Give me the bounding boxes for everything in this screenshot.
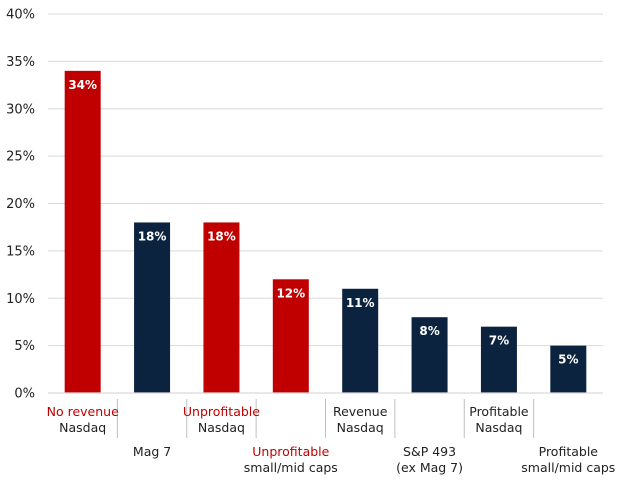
category-label-line: Revenue — [333, 404, 388, 419]
category-label-line: Mag 7 — [133, 444, 171, 459]
bar-value-label: 34% — [68, 78, 97, 92]
bar-value-label: 8% — [419, 324, 439, 338]
gridlines — [48, 13, 603, 347]
category-label: Profitable Nasdaq — [469, 404, 529, 435]
category-label-line: S&P 493 — [403, 444, 456, 459]
bar-value-label: 11% — [346, 296, 375, 310]
category-label: Mag 7 — [133, 444, 171, 459]
category-label-line: Nasdaq — [198, 420, 245, 435]
y-tick-label: 40% — [6, 8, 35, 23]
y-tick-label: 15% — [6, 244, 35, 259]
y-tick-label: 0% — [14, 387, 35, 402]
category-label-line: Profitable — [539, 444, 599, 459]
category-label: Unprofitable small/mid caps — [244, 444, 338, 475]
category-label-line: Nasdaq — [59, 420, 106, 435]
category-label: Profitable small/mid caps — [521, 444, 615, 475]
y-axis: 0% 5% 10% 15% 20% 25% 30% 35% 40% — [6, 8, 35, 402]
bar — [342, 288, 379, 393]
category-label-line: No revenue — [47, 404, 119, 419]
category-label-line: Nasdaq — [475, 420, 522, 435]
category-label-line: (ex Mag 7) — [396, 460, 463, 475]
bar — [134, 222, 171, 393]
category-label-line: Unprofitable — [183, 404, 260, 419]
category-label-line: Profitable — [469, 404, 529, 419]
category-label: No revenue Nasdaq — [47, 404, 119, 435]
bar-value-label: 7% — [489, 334, 509, 348]
category-label-line: Unprofitable — [252, 444, 329, 459]
bar — [480, 326, 517, 393]
bar — [203, 222, 240, 393]
bar — [550, 345, 587, 393]
category-label: Unprofitable Nasdaq — [183, 404, 260, 435]
bar — [411, 317, 448, 393]
category-label-line: Nasdaq — [337, 420, 384, 435]
bar — [64, 70, 101, 393]
category-label-line: small/mid caps — [244, 460, 338, 475]
y-tick-label: 25% — [6, 150, 35, 165]
bar-value-label: 12% — [276, 286, 305, 300]
y-tick-label: 20% — [6, 197, 35, 212]
bars: 34% 18% 18% 12% 11% 8% 7% 5% — [64, 70, 587, 393]
y-tick-label: 30% — [6, 102, 35, 117]
bar — [272, 279, 309, 393]
y-tick-label: 10% — [6, 292, 35, 307]
category-label: Revenue Nasdaq — [333, 404, 388, 435]
category-label-line: small/mid caps — [521, 460, 615, 475]
category-label: S&P 493 (ex Mag 7) — [396, 444, 463, 475]
y-tick-label: 5% — [14, 339, 35, 354]
bar-value-label: 18% — [138, 229, 167, 243]
bar-value-label: 5% — [558, 353, 578, 367]
y-tick-label: 35% — [6, 55, 35, 70]
bar-value-label: 18% — [207, 229, 236, 243]
